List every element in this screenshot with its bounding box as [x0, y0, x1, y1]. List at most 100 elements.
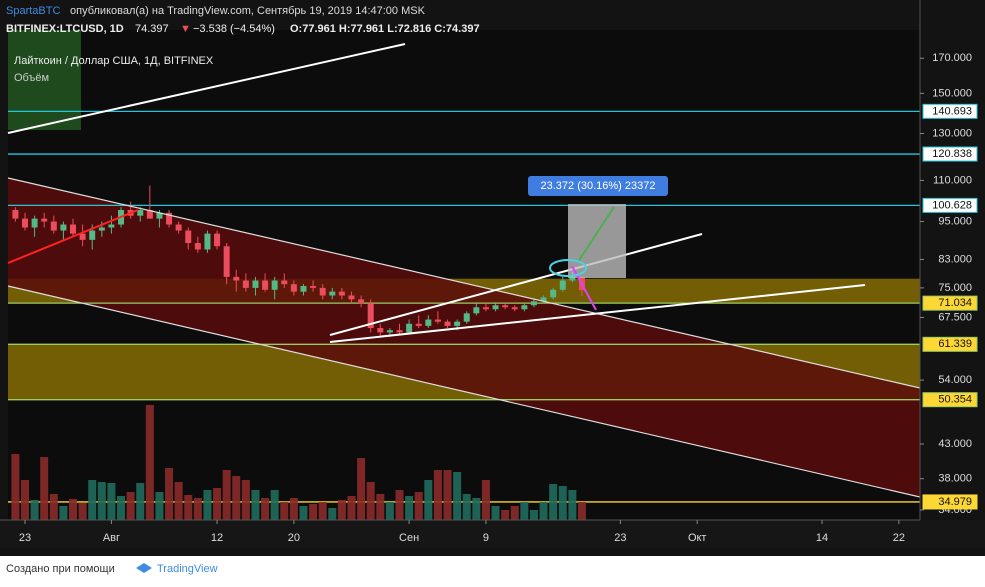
- candle-body: [406, 323, 413, 333]
- last: 74.397: [135, 23, 169, 35]
- candle-body: [214, 233, 221, 247]
- volume-bar: [558, 486, 567, 520]
- candle-body: [89, 230, 96, 240]
- volume-bar: [395, 490, 404, 520]
- volume-bar: [453, 472, 462, 520]
- candle-body: [60, 224, 67, 231]
- volume-bar: [232, 476, 241, 520]
- candle-body: [444, 321, 451, 326]
- level-label-bg: [922, 146, 978, 162]
- down-arrow: ▼: [180, 23, 191, 35]
- volume-bar: [193, 498, 202, 520]
- level-label: 34.979: [938, 496, 972, 508]
- footer-text: Создано при помощи: [6, 563, 115, 575]
- candle-body: [425, 319, 432, 326]
- candle-body: [252, 280, 259, 288]
- y-tick-label: 54.000: [938, 374, 972, 386]
- volume-bar: [30, 500, 39, 520]
- volume-bar: [203, 490, 212, 520]
- legend-volume: Объём: [14, 72, 49, 84]
- x-tick-label: 9: [483, 532, 489, 544]
- volume-bar: [155, 492, 164, 520]
- candle-body: [530, 301, 537, 306]
- candle-body: [41, 218, 48, 222]
- trend-line: [329, 284, 866, 343]
- candle-body: [21, 218, 28, 228]
- candle-body: [271, 280, 278, 290]
- x-tick-label: 12: [211, 532, 223, 544]
- y-tick-label: 75.000: [938, 282, 972, 294]
- x-tick-label: 23: [614, 532, 626, 544]
- candle-body: [98, 227, 105, 231]
- volume-bar: [510, 506, 519, 520]
- volume-bar: [328, 508, 337, 520]
- volume-bar: [165, 468, 174, 520]
- candle-body: [290, 284, 297, 292]
- volume-bar: [49, 494, 58, 520]
- level-label-bg: [922, 103, 978, 119]
- volume-bar: [289, 498, 298, 520]
- volume-bar: [577, 502, 586, 520]
- candle-body: [70, 224, 77, 234]
- level-label: 100.628: [932, 199, 972, 211]
- ellipse: [549, 259, 587, 277]
- candle-body: [521, 305, 528, 310]
- candle-body: [386, 330, 393, 333]
- candle-body: [415, 323, 422, 326]
- channel-line: [7, 177, 921, 389]
- change: −3.538 (−4.54%): [193, 23, 275, 35]
- candle-body: [137, 209, 144, 216]
- symbol: BITFINEX:LTCUSD, 1D: [6, 23, 124, 35]
- volume-bar: [40, 457, 49, 520]
- volume-bar: [424, 480, 433, 520]
- y-tick-label: 67.500: [938, 311, 972, 323]
- candle-body: [482, 307, 489, 310]
- channel-fill: [8, 178, 920, 497]
- level-label-bg: [922, 295, 978, 311]
- volume-bar: [357, 458, 366, 520]
- candle-body: [31, 218, 38, 228]
- volume-bar: [414, 492, 423, 520]
- volume-bar: [88, 480, 97, 520]
- arrow: [7, 209, 139, 264]
- candle-body: [540, 297, 547, 302]
- measure-box: [568, 204, 626, 278]
- candle-body: [166, 212, 173, 225]
- x-tick-label: Авг: [103, 532, 120, 544]
- level-label-bg: [922, 392, 978, 408]
- volume-bar: [145, 405, 154, 520]
- level-label: 120.838: [932, 148, 972, 160]
- volume-bar: [184, 495, 193, 520]
- volume-bar: [251, 490, 260, 520]
- tv-logo: [136, 563, 152, 573]
- footer-brand[interactable]: TradingView: [157, 563, 218, 575]
- candle-body: [319, 287, 326, 296]
- volume-bar: [280, 502, 289, 520]
- candle-body: [242, 280, 249, 288]
- volume-bar: [347, 496, 356, 520]
- volume-bar: [318, 502, 327, 520]
- volume-bar: [309, 504, 318, 520]
- x-tick-label: 14: [816, 532, 828, 544]
- volume-bar: [385, 502, 394, 520]
- y-tick-label: 110.000: [933, 174, 972, 186]
- candle-body: [463, 313, 470, 322]
- volume-bar: [462, 494, 471, 520]
- candle-body: [348, 295, 355, 300]
- candle-body: [550, 289, 557, 298]
- footer: [0, 556, 985, 587]
- trend-line: [7, 43, 406, 134]
- volume-bar: [270, 490, 279, 520]
- candle-body: [502, 305, 509, 308]
- published: опубликовал(а) на TradingView.com, Сентя…: [70, 5, 426, 17]
- level-label-bg: [922, 336, 978, 352]
- candle-body: [396, 330, 403, 333]
- volume-bar: [174, 482, 183, 520]
- level-label: 140.693: [932, 105, 972, 117]
- candle-body: [233, 276, 240, 281]
- x-tick-label: Сен: [399, 532, 419, 544]
- candle-body: [569, 277, 576, 281]
- candle-body: [338, 291, 345, 296]
- candle-body: [204, 233, 211, 250]
